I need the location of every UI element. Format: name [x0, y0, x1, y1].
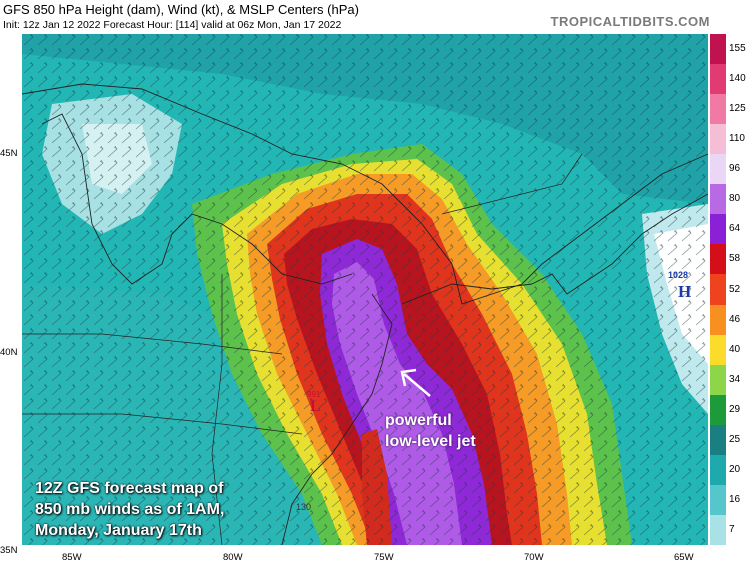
map-canvas [22, 34, 708, 545]
wind-speed-colorbar: 155 140 125 110 96 80 64 58 52 46 40 34 29 25 20 16 7 [710, 34, 750, 546]
coast-atlantic [281, 293, 393, 545]
jet-note: powerful low-level jet [385, 410, 476, 452]
colorbar-label: 29 [729, 403, 741, 415]
colorbar-label: 155 [729, 43, 746, 55]
jet-note-line-1: powerful [385, 412, 452, 429]
colorbar-swatch [710, 454, 726, 486]
jet-arrow [400, 368, 431, 397]
colorbar-swatch [710, 364, 726, 396]
brand-watermark: TROPICALTIDBITS.COM [550, 14, 710, 29]
weather-map [22, 34, 708, 545]
colorbar-swatch [710, 274, 726, 306]
colorbar-label: 20 [729, 463, 741, 475]
colorbar-swatch [710, 154, 726, 185]
colorbar-swatch [710, 334, 726, 366]
colorbar-label: 80 [729, 193, 741, 205]
wind-barbs [22, 34, 708, 545]
coast-lake-michigan [41, 113, 193, 285]
forecast-note-line-2: 850 mb winds as of 1AM, [35, 501, 225, 518]
colorbar-label: 40 [729, 343, 741, 355]
lon-label-65w: 65W [674, 552, 694, 563]
colorbar-swatch [710, 424, 726, 456]
colorbar-label: 140 [729, 73, 746, 85]
state-border-1 [22, 333, 283, 355]
lon-label-75w: 75W [374, 552, 394, 563]
lon-label-85w: 85W [62, 552, 82, 563]
colorbar-swatch [710, 304, 726, 336]
colorbar-swatch [710, 124, 726, 155]
colorbar-swatch [710, 514, 726, 546]
forecast-note-line-1: 12Z GFS forecast map of [35, 480, 224, 497]
colorbar-swatch [710, 64, 726, 95]
colorbar-swatch [710, 484, 726, 516]
lat-label-35n: 35N [0, 545, 18, 556]
state-border-4 [441, 153, 583, 215]
colorbar-swatch [710, 394, 726, 426]
colorbar-label: 110 [729, 133, 745, 145]
high-pressure-symbol: H [678, 282, 692, 301]
colorbar-label: 125 [729, 103, 746, 115]
coast-lake-erie [191, 213, 353, 285]
colorbar-swatch [710, 94, 726, 125]
colorbar-label: 7 [729, 523, 735, 535]
map-subtitle: Init: 12z Jan 12 2022 Forecast Hour: [11… [3, 19, 342, 31]
coast-long-island [401, 283, 533, 305]
colorbar-swatch [710, 34, 726, 65]
colorbar-label: 46 [729, 313, 741, 325]
colorbar-label: 64 [729, 223, 741, 235]
height-contour-label: 130 [296, 502, 312, 512]
lon-label-70w: 70W [524, 552, 544, 563]
low-pressure-symbol: L [310, 398, 321, 415]
lon-label-80w: 80W [223, 552, 243, 563]
colorbar-label: 16 [729, 493, 741, 505]
colorbar-swatch [710, 214, 726, 245]
colorbar-swatch [710, 184, 726, 215]
colorbar-label: 58 [729, 253, 741, 265]
colorbar-label: 25 [729, 433, 741, 445]
forecast-note: 12Z GFS forecast map of 850 mb winds as … [35, 478, 224, 541]
low-pressure-value: 991 [307, 390, 321, 399]
border-canada-us [22, 83, 708, 305]
jet-note-line-2: low-level jet [385, 433, 476, 450]
coast-new-england [531, 193, 708, 295]
lat-label-40n: 40N [0, 347, 18, 358]
colorbar-label: 34 [729, 373, 741, 385]
forecast-note-line-3: Monday, January 17th [35, 522, 202, 539]
map-title: GFS 850 hPa Height (dam), Wind (kt), & M… [3, 2, 359, 17]
state-border-2 [22, 413, 303, 435]
colorbar-label: 96 [729, 163, 741, 175]
colorbar-swatch [710, 244, 726, 275]
colorbar-label: 52 [729, 283, 741, 295]
high-pressure-value: 1028 [668, 270, 689, 280]
state-border-3 [211, 274, 223, 545]
lat-label-45n: 45N [0, 148, 18, 159]
